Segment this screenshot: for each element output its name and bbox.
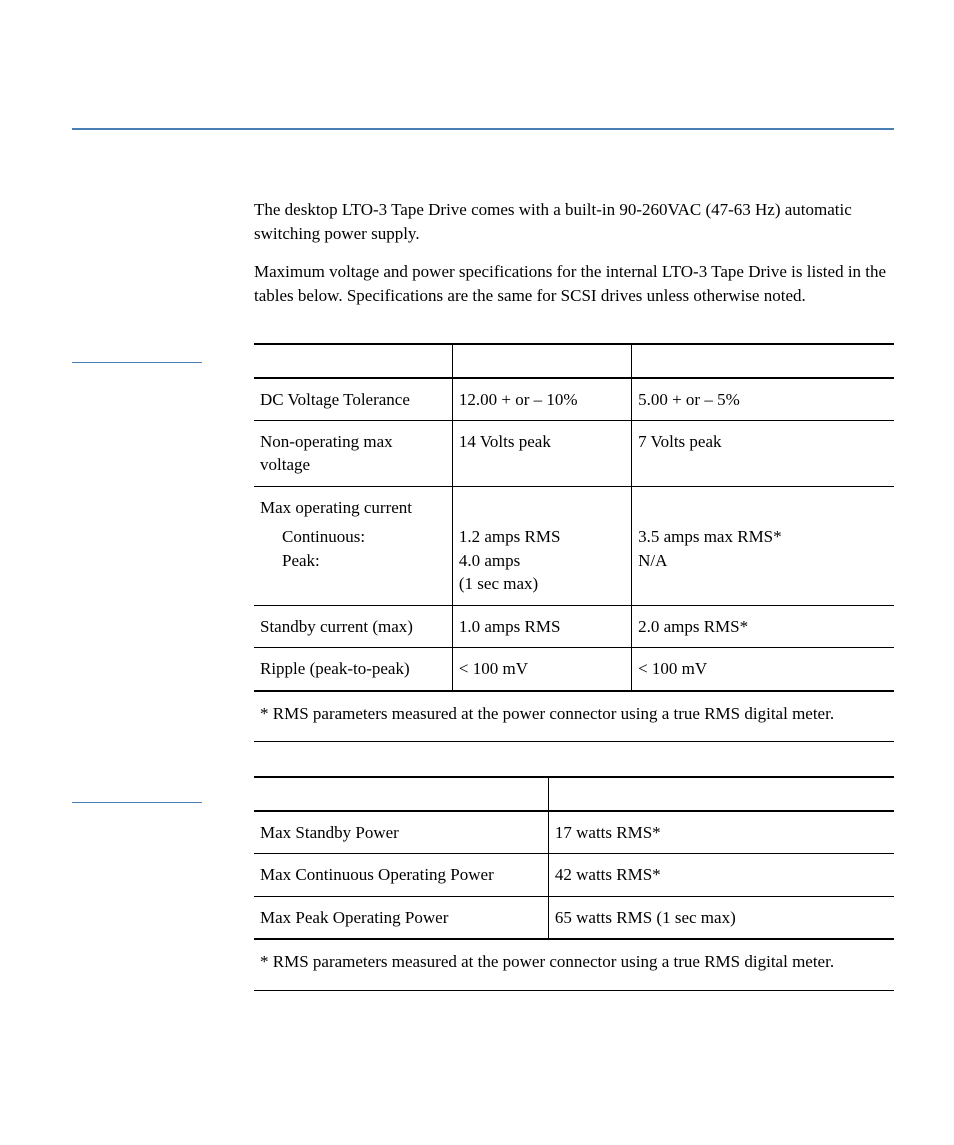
table-header <box>632 344 894 378</box>
value-cell: 65 watts RMS (1 sec max) <box>548 896 894 939</box>
value-cell: 1.0 amps RMS <box>452 605 631 647</box>
spec-cell: Max Peak Operating Power <box>254 896 548 939</box>
value-cell: 7 Volts peak <box>632 420 894 486</box>
footnote-cell: * RMS parameters measured at the power c… <box>254 691 894 742</box>
table-row: DC Voltage Tolerance 12.00 + or – 10% 5.… <box>254 378 894 421</box>
value-cell: < 100 mV <box>632 648 894 691</box>
table-header <box>548 777 894 811</box>
spec-cell: Ripple (peak-to-peak) <box>254 648 452 691</box>
table-row: Max Peak Operating Power 65 watts RMS (1… <box>254 896 894 939</box>
main-content: The desktop LTO-3 Tape Drive comes with … <box>254 198 894 991</box>
table-footnote-row: * RMS parameters measured at the power c… <box>254 939 894 990</box>
value-cell: 3.5 amps max RMS* N/A <box>632 486 894 605</box>
table-row: Ripple (peak-to-peak) < 100 mV < 100 mV <box>254 648 894 691</box>
spec-cell: Max Standby Power <box>254 811 548 854</box>
spec-cell: Non-operating max voltage <box>254 420 452 486</box>
table-row: Max operating current Continuous: Peak: … <box>254 486 894 605</box>
table-header <box>452 344 631 378</box>
spec-sub: Peak: <box>260 549 442 572</box>
table-row: Non-operating max voltage 14 Volts peak … <box>254 420 894 486</box>
value-cell: 2.0 amps RMS* <box>632 605 894 647</box>
voltage-spec-table: DC Voltage Tolerance 12.00 + or – 10% 5.… <box>254 343 894 743</box>
spec-cell: Max operating current Continuous: Peak: <box>254 486 452 605</box>
table-header <box>254 777 548 811</box>
value-cell: 1.2 amps RMS 4.0 amps (1 sec max) <box>452 486 631 605</box>
table-row: Max Continuous Operating Power 42 watts … <box>254 854 894 896</box>
table-header <box>254 344 452 378</box>
side-rule-1 <box>72 362 202 363</box>
value-cell: 12.00 + or – 10% <box>452 378 631 421</box>
spec-sub: Continuous: <box>260 525 442 548</box>
value-cell: < 100 mV <box>452 648 631 691</box>
value-cell: 17 watts RMS* <box>548 811 894 854</box>
footnote-cell: * RMS parameters measured at the power c… <box>254 939 894 990</box>
value-cell: 42 watts RMS* <box>548 854 894 896</box>
power-table-wrap: Max Standby Power 17 watts RMS* Max Cont… <box>254 776 894 991</box>
intro-paragraph-2: Maximum voltage and power specifications… <box>254 260 894 308</box>
spec-cell: Standby current (max) <box>254 605 452 647</box>
intro-paragraph-1: The desktop LTO-3 Tape Drive comes with … <box>254 198 894 246</box>
voltage-table-wrap: DC Voltage Tolerance 12.00 + or – 10% 5.… <box>254 343 894 743</box>
side-rule-2 <box>72 802 202 803</box>
power-spec-table: Max Standby Power 17 watts RMS* Max Cont… <box>254 776 894 991</box>
value-cell: 14 Volts peak <box>452 420 631 486</box>
spec-cell: Max Continuous Operating Power <box>254 854 548 896</box>
value-line: 1.2 amps RMS <box>459 525 621 548</box>
table-row: Standby current (max) 1.0 amps RMS 2.0 a… <box>254 605 894 647</box>
value-line: 4.0 amps <box>459 549 621 572</box>
value-line: (1 sec max) <box>459 572 621 595</box>
value-line: N/A <box>638 549 884 572</box>
table-row: Max Standby Power 17 watts RMS* <box>254 811 894 854</box>
spec-cell: DC Voltage Tolerance <box>254 378 452 421</box>
value-cell: 5.00 + or – 5% <box>632 378 894 421</box>
header-rule <box>72 128 894 130</box>
spec-label: Max operating current <box>260 498 412 517</box>
value-line: 3.5 amps max RMS* <box>638 525 884 548</box>
table-footnote-row: * RMS parameters measured at the power c… <box>254 691 894 742</box>
